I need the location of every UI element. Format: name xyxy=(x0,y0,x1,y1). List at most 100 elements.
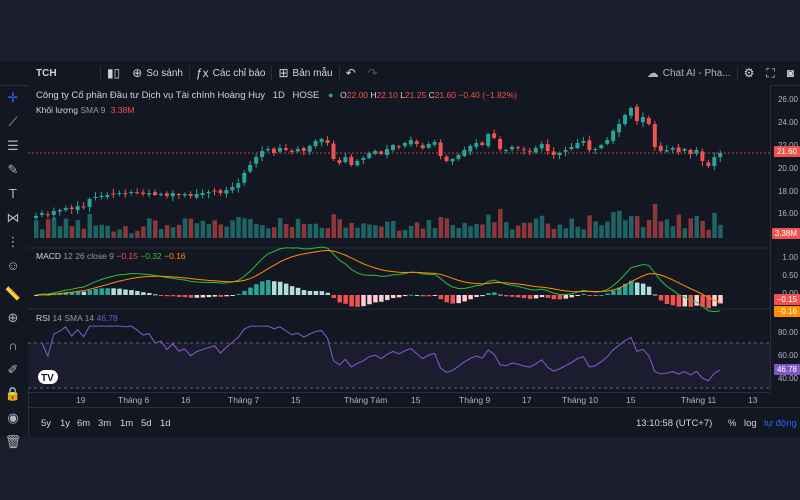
volume-bar xyxy=(652,204,658,238)
volume-bar xyxy=(640,227,646,238)
volume-bar xyxy=(676,214,682,238)
candle-body xyxy=(182,194,187,196)
undo-button[interactable]: ↶ xyxy=(340,61,362,85)
macd-histogram-bar xyxy=(188,295,194,298)
volume-bar xyxy=(527,222,533,238)
range-5d-button[interactable]: 5d xyxy=(141,418,152,429)
fib-icon[interactable]: ☰ xyxy=(7,138,19,153)
templates-button[interactable]: ⊞ Bản mẫu xyxy=(272,61,338,85)
text-icon[interactable]: T xyxy=(9,186,17,201)
macd-histogram-bar xyxy=(206,295,212,298)
range-1m-button[interactable]: 1m xyxy=(120,418,134,429)
range-3m-button[interactable]: 3m xyxy=(98,418,112,429)
last-price-tag: 21.60 xyxy=(773,146,800,157)
rsi-legend: RSI 14 SMA 14 46.78 xyxy=(36,313,118,323)
bottom-toolbar: 5y 1y 6m 3m 1m 5d 1d 13:10:58 (UTC+7) % … xyxy=(28,407,800,438)
volume-bar xyxy=(355,227,360,238)
candle-body xyxy=(456,155,461,159)
macd-histogram-bar xyxy=(319,291,325,295)
redo-button[interactable]: ↷ xyxy=(362,61,384,85)
ruler-icon[interactable]: 📏 xyxy=(4,286,22,301)
emoji-icon[interactable]: ☺ xyxy=(6,258,20,273)
trash-icon[interactable]: 🗑 xyxy=(4,434,22,449)
chart-pane[interactable]: TV Công ty Cổ phần Đầu tư Dịch vụ Tài ch… xyxy=(28,85,770,390)
volume-bar xyxy=(135,230,140,238)
magnet-icon[interactable]: ∩ xyxy=(8,338,18,353)
candle-body xyxy=(694,150,699,154)
pattern-icon[interactable]: ⋈ xyxy=(6,210,20,225)
macd-tick: 1.00 xyxy=(782,253,798,262)
zoom-in-icon[interactable]: ⊕ xyxy=(7,310,19,325)
clock-label[interactable]: 13:10:58 (UTC+7) xyxy=(636,418,713,429)
chat-ai-button[interactable]: ☁ Chat AI - Pha... xyxy=(641,61,737,85)
chart-canvas[interactable]: TV xyxy=(28,85,770,390)
volume-bar xyxy=(242,218,247,238)
volume-bar xyxy=(212,220,217,238)
candle-body xyxy=(141,192,146,194)
candle-body xyxy=(557,153,562,156)
macd-histogram-bar xyxy=(664,295,670,304)
undo-icon: ↶ xyxy=(345,66,356,80)
macd-histogram-bar xyxy=(676,295,682,307)
candle-body xyxy=(57,210,62,212)
auto-toggle[interactable]: tự động xyxy=(764,418,797,429)
fullscreen-button[interactable]: ⛶ xyxy=(760,61,780,85)
macd-histogram-bar xyxy=(141,292,146,295)
volume-bar xyxy=(69,226,75,238)
macd-histogram-bar xyxy=(337,295,342,303)
chat-ai-label: Chat AI - Pha... xyxy=(662,67,731,79)
volume-bar xyxy=(289,226,295,238)
candle-body xyxy=(682,149,687,151)
eye-icon[interactable]: ◉ xyxy=(7,410,19,425)
time-axis[interactable]: 19 Tháng 6 16 Tháng 7 15 Tháng Tám 15 Th… xyxy=(28,392,770,407)
volume-bar xyxy=(533,218,539,238)
percent-toggle[interactable]: % xyxy=(728,418,737,429)
indicators-button[interactable]: ƒx Các chỉ báo xyxy=(190,61,272,85)
lock-icon[interactable]: 🔒 xyxy=(4,386,22,401)
interval-button[interactable]: ▮▯ xyxy=(101,61,126,85)
price-scale[interactable]: 26.00 24.00 22.00 20.00 18.00 16.00 21.6… xyxy=(770,85,800,390)
measure-range-icon[interactable]: ⋮ xyxy=(6,234,20,249)
candle-body xyxy=(230,187,235,191)
candle-body xyxy=(39,213,44,215)
macd-histogram-bar xyxy=(474,295,479,298)
brush-icon[interactable]: ✎ xyxy=(7,162,19,177)
candle-body xyxy=(283,148,288,150)
range-5y-button[interactable]: 5y xyxy=(41,418,52,429)
pencil-lock-icon[interactable]: ✐ xyxy=(7,362,19,377)
macd-line xyxy=(35,246,721,313)
compare-button[interactable]: ⊕ So sánh xyxy=(126,61,189,85)
macd-histogram-bar xyxy=(117,288,122,295)
macd-histogram-bar xyxy=(34,295,39,296)
crosshair-icon[interactable]: ✛ xyxy=(7,90,19,105)
macd-histogram-bar xyxy=(87,290,93,295)
candle-body xyxy=(474,143,479,147)
candle-body xyxy=(575,143,580,149)
candle-body xyxy=(373,151,378,154)
macd-histogram-bar xyxy=(164,295,170,297)
candle-body xyxy=(450,159,455,162)
settings-button[interactable]: ⚙ xyxy=(738,61,761,85)
macd-histogram-bar xyxy=(367,295,372,305)
range-6m-button[interactable]: 6m xyxy=(77,418,91,429)
candle-body xyxy=(629,108,633,116)
macd-histogram-bar xyxy=(385,295,390,301)
candle-body xyxy=(367,153,372,159)
candle-body xyxy=(521,149,526,151)
snapshot-button[interactable]: ◙ xyxy=(781,61,800,85)
log-toggle[interactable]: log xyxy=(744,418,757,429)
candle-body xyxy=(277,148,282,152)
macd-histogram-bar xyxy=(599,294,604,296)
macd-histogram-bar xyxy=(587,295,592,296)
range-1y-button[interactable]: 1y xyxy=(60,418,71,429)
symbol-search-button[interactable]: TCH xyxy=(0,61,100,85)
candle-body xyxy=(385,149,390,155)
volume-bar xyxy=(367,224,372,238)
candle-body xyxy=(617,124,622,133)
volume-bar xyxy=(200,220,206,238)
candle-body xyxy=(242,173,247,183)
volume-bar xyxy=(587,215,592,238)
macd-tag: −0.15 xyxy=(773,294,800,305)
trend-line-icon[interactable]: ⟋ xyxy=(8,114,18,129)
range-1d-button[interactable]: 1d xyxy=(160,418,171,429)
